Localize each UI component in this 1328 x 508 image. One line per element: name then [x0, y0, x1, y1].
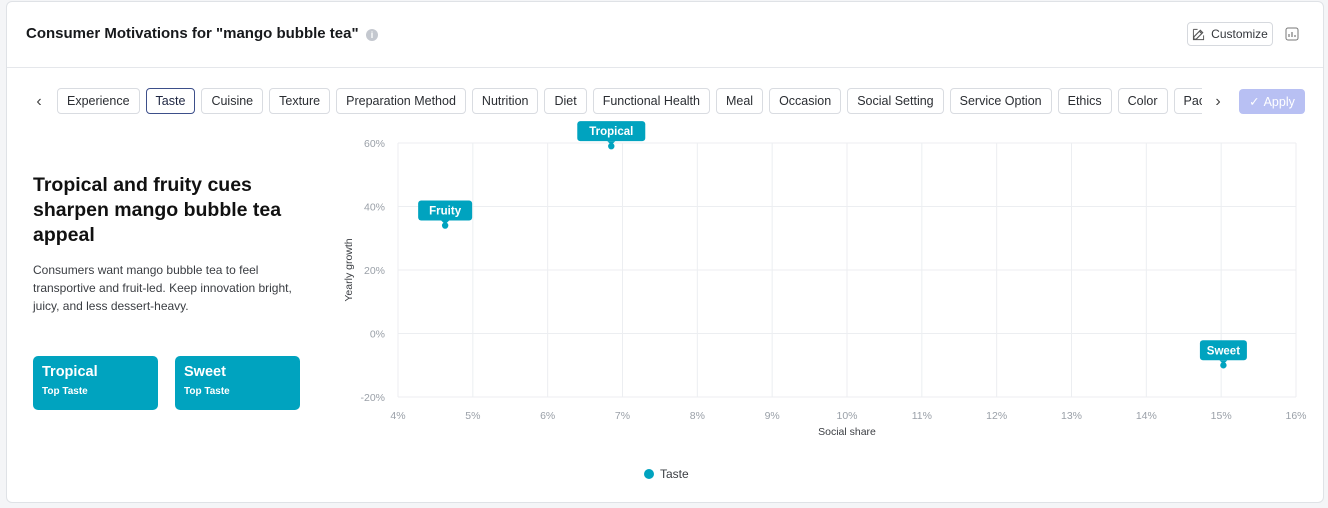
x-tick-label: 16%	[1285, 410, 1306, 422]
top-taste-tile-2[interactable]: Sweet Top Taste	[175, 356, 300, 410]
chevron-right-icon[interactable]: ›	[1215, 93, 1221, 110]
data-point	[608, 142, 615, 150]
tab-texture[interactable]: Texture	[269, 88, 331, 114]
tile-sub: Top Taste	[42, 386, 88, 397]
tab-strip: Experience Taste Cuisine Texture Preparation…	[57, 88, 1202, 116]
x-tick-label: 10%	[836, 410, 857, 422]
info-icon[interactable]: i	[366, 29, 378, 41]
tab-experience[interactable]: Experience	[57, 88, 140, 114]
data-label-pointer	[607, 141, 616, 146]
data-point	[1220, 362, 1227, 369]
data-label-bg	[1199, 340, 1247, 361]
chart-legend[interactable]: Taste	[644, 467, 689, 481]
insight-description: Consumers want mango bubble tea to feel …	[33, 263, 292, 313]
legend-label: Taste	[660, 467, 689, 481]
apply-button[interactable]: ✓ Apply	[1239, 89, 1305, 114]
consumer-motivations-card: Consumer Motivations for "mango bubble t…	[6, 1, 1324, 503]
tile-label: Sweet	[184, 364, 226, 380]
y-tick-label: 0%	[370, 329, 385, 341]
y-tick-label: 20%	[364, 265, 385, 277]
x-tick-label: 11%	[912, 410, 932, 422]
x-tick-label: 6%	[540, 410, 555, 422]
tab-taste[interactable]: Taste	[145, 88, 196, 114]
tile-sub: Top Taste	[184, 386, 230, 397]
page-title: Consumer Motivations for "mango bubble t…	[26, 25, 359, 42]
check-icon: ✓	[1249, 95, 1260, 109]
x-tick-label: 5%	[465, 410, 480, 422]
data-label: Tropical	[589, 126, 633, 138]
tab-color[interactable]: Color	[1117, 88, 1168, 114]
x-tick-label: 9%	[765, 410, 780, 422]
chevron-left-icon[interactable]: ‹	[36, 93, 42, 110]
y-tick-label: 40%	[364, 202, 385, 214]
data-label: Fruity	[429, 206, 462, 218]
x-tick-label: 13%	[1061, 410, 1082, 422]
data-label-bg	[418, 200, 473, 221]
y-tick-label: 60%	[364, 138, 385, 150]
data-label-bg	[577, 121, 646, 142]
x-tick-label: 8%	[690, 410, 705, 422]
tab-diet[interactable]: Diet	[544, 88, 587, 114]
card-header: Consumer Motivations for "mango bubble t…	[7, 2, 1323, 68]
tab-service-option[interactable]: Service Option	[949, 88, 1052, 114]
tab-cuisine[interactable]: Cuisine	[201, 88, 264, 114]
tab-occasion[interactable]: Occasion	[769, 88, 842, 114]
customize-button[interactable]: Customize	[1187, 22, 1273, 46]
x-tick-label: 14%	[1136, 410, 1157, 422]
x-tick-label: 7%	[615, 410, 630, 422]
chart-icon[interactable]	[1285, 27, 1299, 41]
edit-icon	[1193, 28, 1205, 40]
x-tick-label: 15%	[1211, 410, 1232, 422]
insight-headline: Tropical and fruity cues sharpen mango b…	[33, 174, 282, 246]
tab-ethics[interactable]: Ethics	[1057, 88, 1112, 114]
y-tick-label: -20%	[360, 392, 385, 404]
tab-preparation-method[interactable]: Preparation Method	[336, 88, 466, 114]
tab-social-setting[interactable]: Social Setting	[847, 88, 944, 114]
category-tabs: ‹ Experience Taste Cuisine Texture Preparati…	[7, 88, 1323, 118]
x-tick-label: 4%	[390, 410, 405, 422]
data-label-pointer	[441, 220, 450, 225]
y-axis-label: Yearly growth	[343, 238, 355, 301]
customize-label: Customize	[1211, 27, 1268, 41]
apply-label: Apply	[1263, 94, 1295, 109]
tab-packaging[interactable]: Packaging	[1173, 88, 1202, 114]
x-tick-label: 12%	[986, 410, 1007, 422]
tab-functional-health[interactable]: Functional Health	[592, 88, 710, 114]
tab-meal[interactable]: Meal	[715, 88, 764, 114]
data-label-pointer	[1219, 360, 1228, 365]
tile-label: Tropical	[42, 364, 98, 380]
x-axis-label: Social share	[818, 426, 876, 438]
data-point	[441, 222, 449, 229]
scatter-chart: 4% 5% 6% 7% 8% 9% 10% 11% 12% 13% 14% 15% 16% -20% 0% 2…	[343, 121, 1307, 438]
tab-nutrition[interactable]: Nutrition	[471, 88, 539, 114]
top-taste-tile-1[interactable]: Tropical Top Taste	[33, 356, 158, 410]
data-label: Sweet	[1207, 345, 1240, 357]
legend-dot	[644, 469, 654, 479]
